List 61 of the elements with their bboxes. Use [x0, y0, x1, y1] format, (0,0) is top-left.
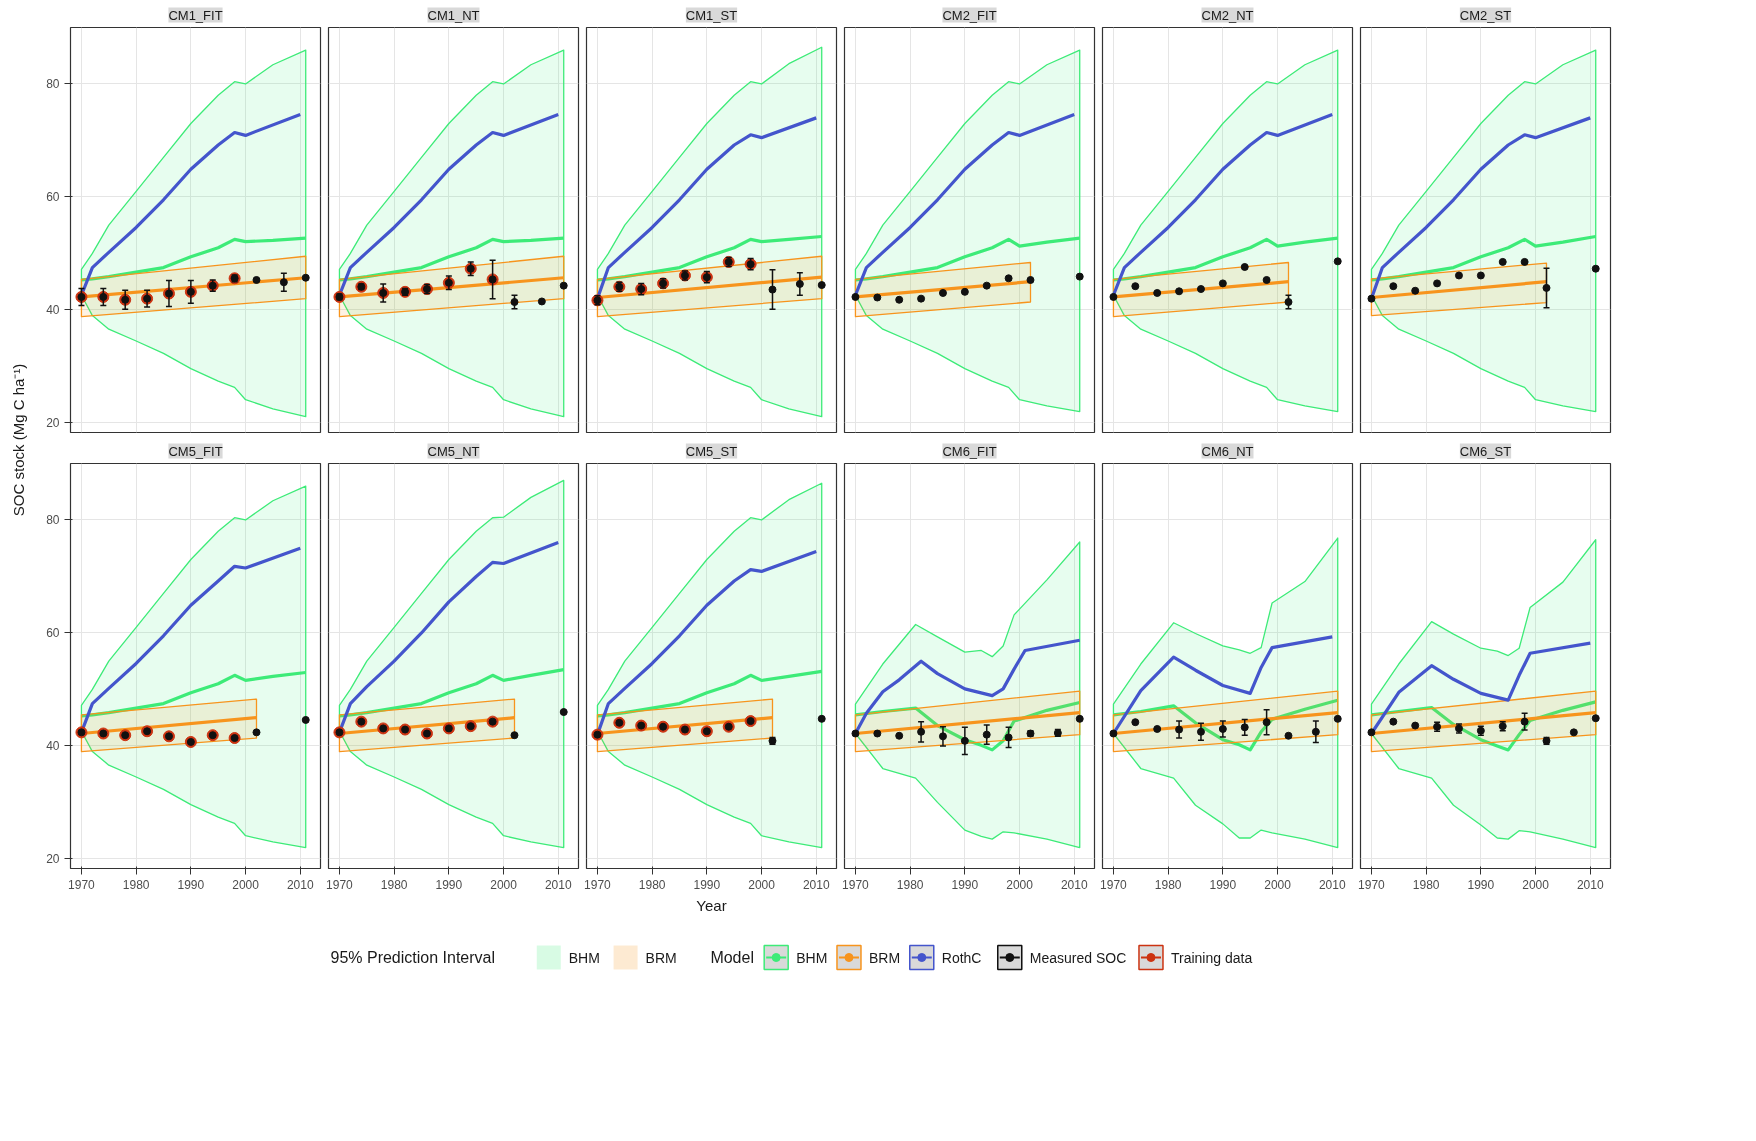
- chart-title: CM1_NT: [427, 7, 480, 23]
- x-tick-label: 2010: [802, 877, 830, 892]
- x-tick-label: 2010: [1318, 877, 1346, 892]
- text: BHM: [796, 949, 828, 966]
- chart-title: CM2_ST: [1459, 7, 1512, 23]
- x-tick-label: 2010: [1576, 877, 1604, 892]
- x-tick-label: 1990: [951, 877, 979, 892]
- y-tick-label: 80: [46, 77, 60, 92]
- y-tick-label: 60: [46, 190, 60, 205]
- x-tick-label: 1970: [1100, 877, 1128, 892]
- x-axis-title: Year: [696, 896, 727, 914]
- chart-title: CM1_ST: [685, 7, 738, 23]
- x-tick-label: 1970: [326, 877, 354, 892]
- x-tick-label: 2010: [1060, 877, 1088, 892]
- y-tick-label: 40: [46, 303, 60, 318]
- chart-title: CM6_ST: [1459, 443, 1512, 459]
- chart-title: CM5_FIT: [168, 443, 223, 459]
- legend-title: Model: [710, 949, 754, 966]
- x-tick-label: 1990: [1209, 877, 1237, 892]
- chart-title: CM1_FIT: [168, 7, 223, 23]
- chart-title: CM6_NT: [1201, 443, 1254, 459]
- x-tick-label: 1990: [1467, 877, 1495, 892]
- chart-title: CM5_NT: [427, 443, 480, 459]
- x-tick-label: 1970: [842, 877, 870, 892]
- y-axis-title: SOC stock (Mg C ha⁻¹): [10, 363, 27, 517]
- x-tick-label: 2010: [544, 877, 572, 892]
- legend-label: Training data: [1170, 949, 1253, 966]
- y-tick-label: 20: [46, 416, 60, 431]
- x-tick-label: 1980: [122, 877, 150, 892]
- y-tick-label: 40: [46, 739, 60, 754]
- x-tick-label: 2000: [490, 877, 518, 892]
- x-tick-label: 1980: [380, 877, 408, 892]
- chart-title: CM6_FIT: [942, 443, 997, 459]
- x-tick-label: 2000: [232, 877, 260, 892]
- chart-title: CM2_NT: [1201, 7, 1254, 23]
- x-tick-label: 1970: [584, 877, 612, 892]
- legend-label: RothC: [941, 949, 982, 966]
- x-tick-label: 1990: [177, 877, 205, 892]
- x-tick-label: 2010: [286, 877, 314, 892]
- chart-title: CM5_ST: [685, 443, 738, 459]
- x-tick-label: 2000: [1006, 877, 1034, 892]
- x-tick-label: 1980: [1412, 877, 1440, 892]
- x-tick-label: 1990: [693, 877, 721, 892]
- text: 95% Prediction Interval: [330, 949, 496, 966]
- x-tick-label: 1980: [638, 877, 666, 892]
- legend-label: BRM: [645, 949, 677, 966]
- x-tick-label: 2000: [748, 877, 776, 892]
- x-tick-label: 1980: [1154, 877, 1182, 892]
- x-tick-label: 2000: [1522, 877, 1550, 892]
- x-tick-label: 1990: [435, 877, 463, 892]
- x-tick-label: 1970: [68, 877, 96, 892]
- y-tick-label: 80: [46, 513, 60, 528]
- y-tick-label: 20: [46, 852, 60, 867]
- x-tick-label: 1970: [1358, 877, 1386, 892]
- legend-label: BHM: [568, 949, 600, 966]
- chart-title: CM2_FIT: [942, 7, 997, 23]
- x-tick-label: 1980: [896, 877, 924, 892]
- legend-label: Measured SOC: [1029, 949, 1127, 966]
- y-tick-label: 60: [46, 626, 60, 641]
- text: BRM: [868, 949, 901, 966]
- x-tick-label: 2000: [1264, 877, 1292, 892]
